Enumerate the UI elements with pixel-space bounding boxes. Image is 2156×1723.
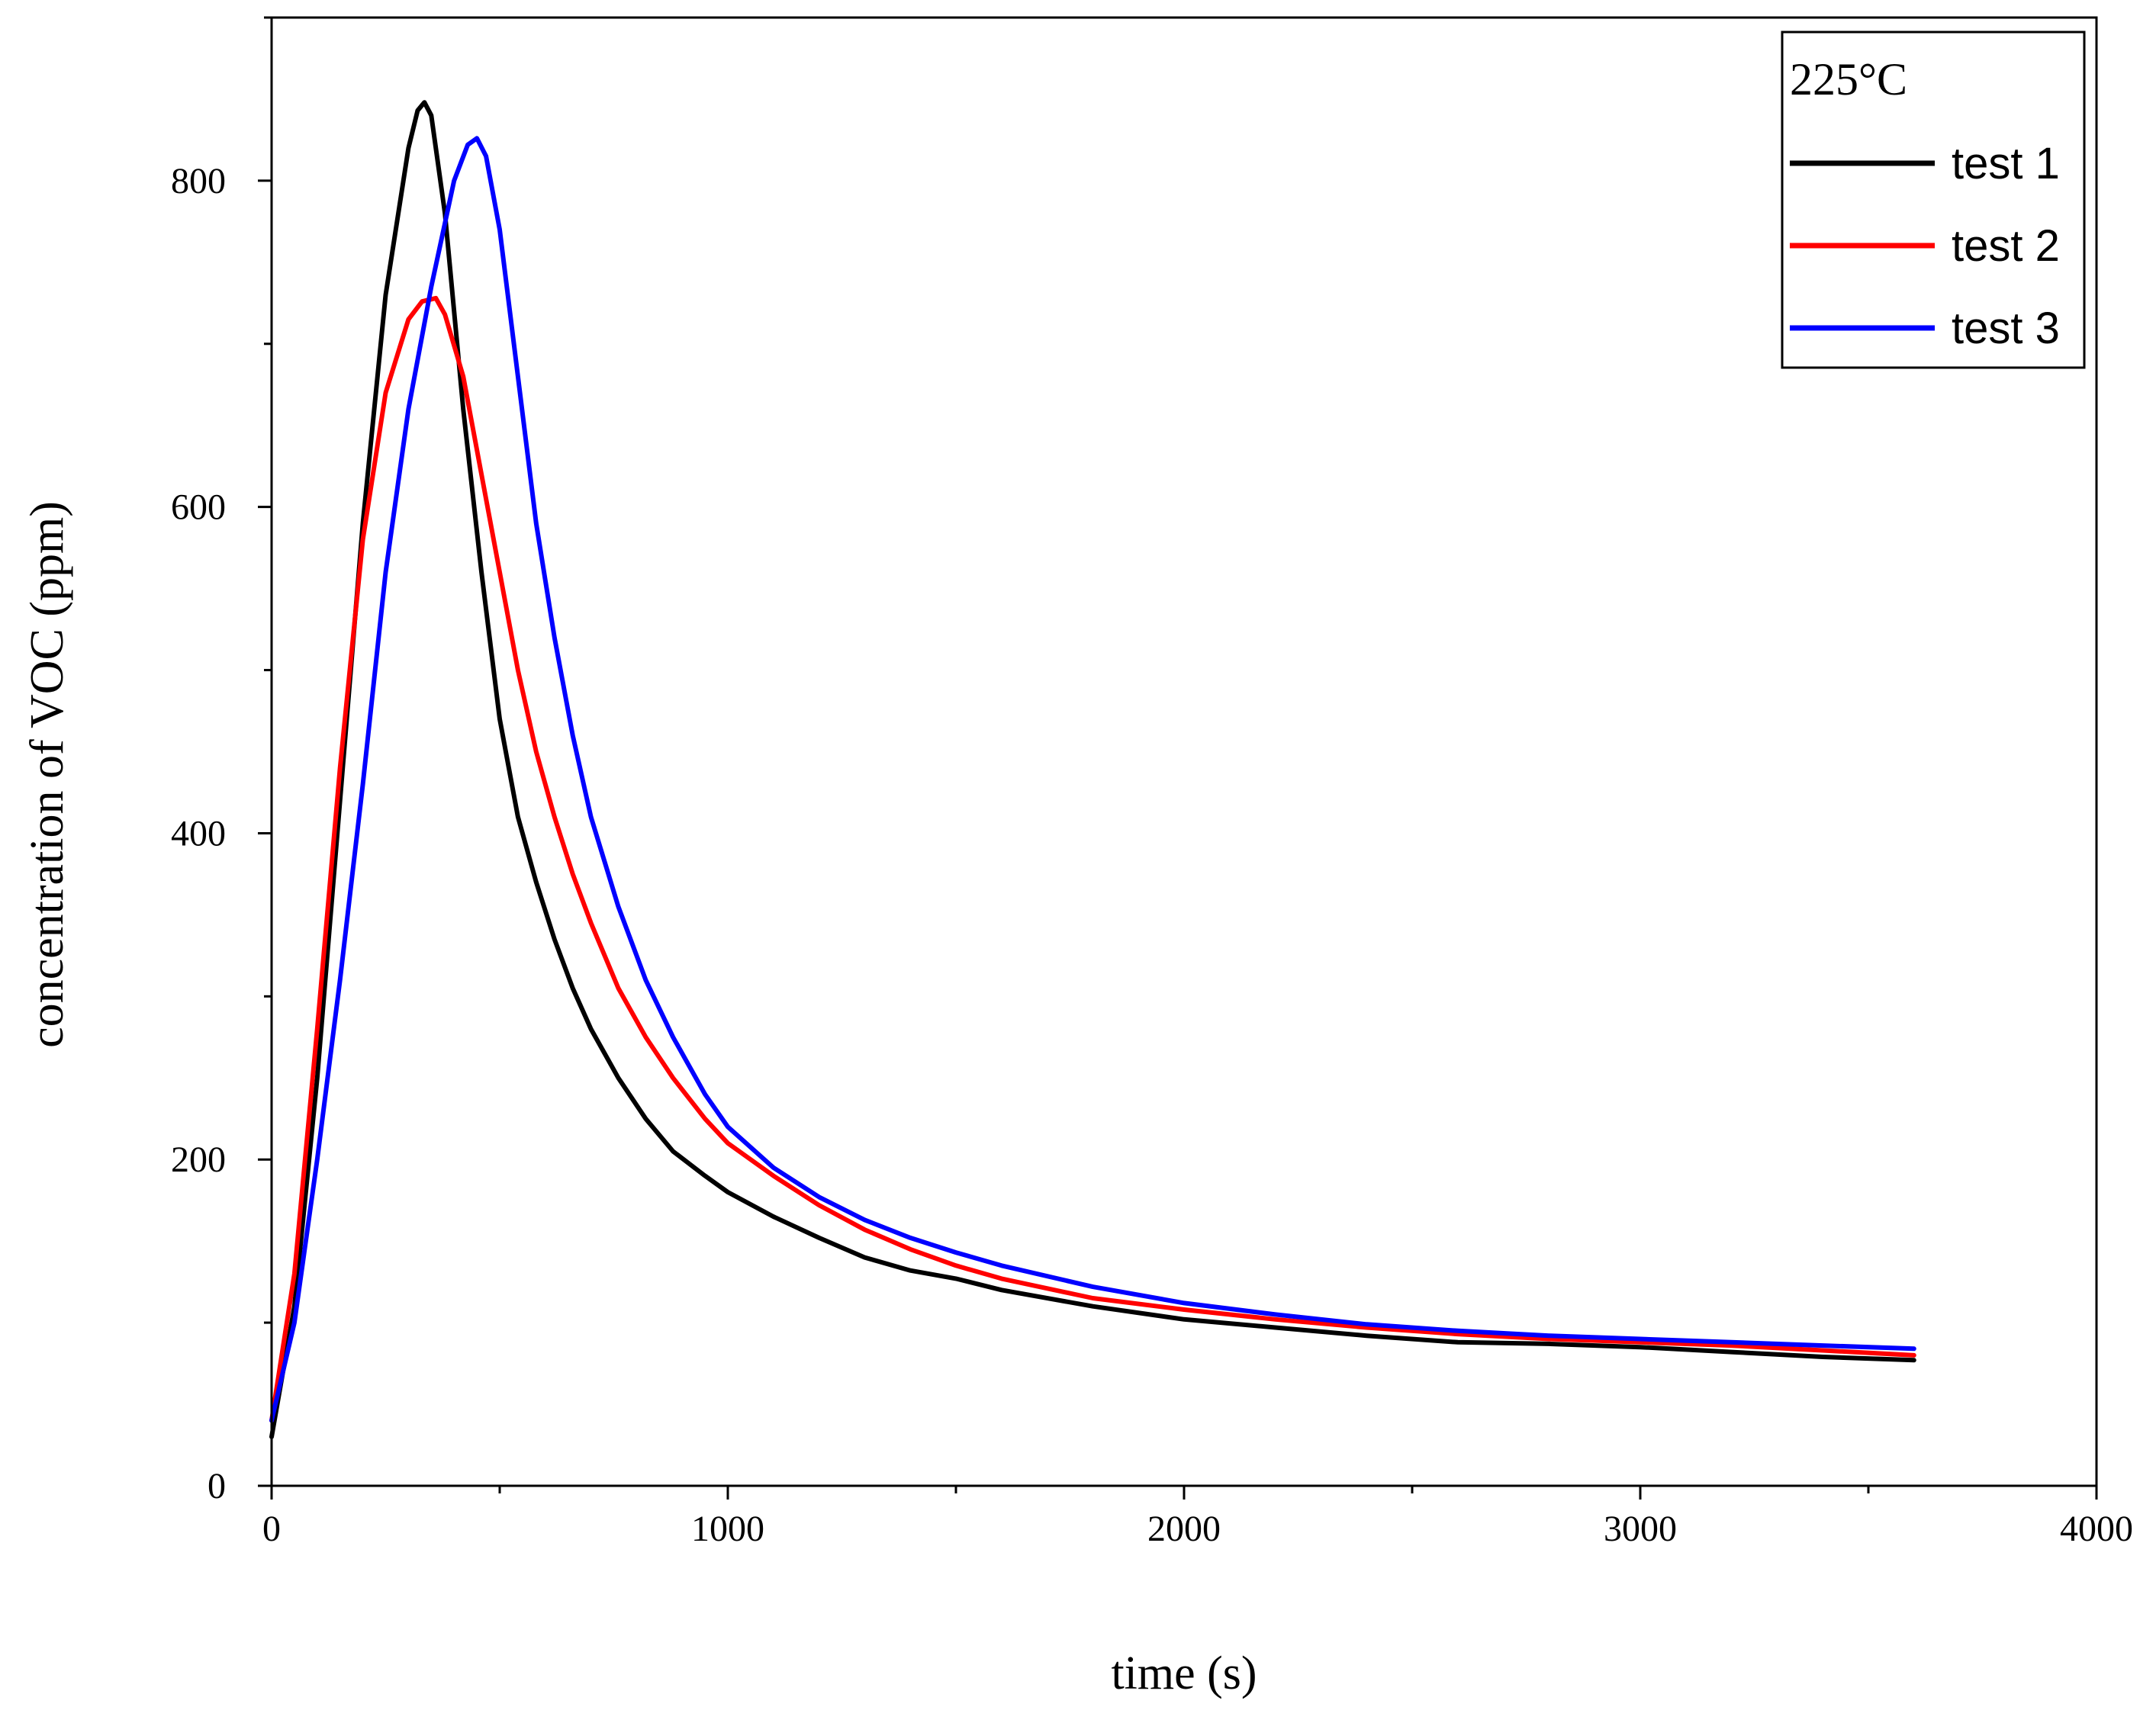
x-tick-label: 1000 [691,1509,764,1549]
y-tick-label: 0 [208,1466,226,1506]
x-tick-label: 4000 [2060,1509,2133,1549]
legend-title: 225°C [1790,54,1907,104]
y-tick-label: 600 [171,487,226,528]
series-line-test-1 [269,100,1916,1439]
series-line-test-2 [269,295,1916,1423]
y-tick-label: 400 [171,813,226,853]
legend-label-test-1: test 1 [1952,139,2060,188]
y-tick-label: 200 [171,1140,226,1180]
y-axis-title: concentration of VOC (ppm) [21,501,73,1048]
x-tick-label: 3000 [1604,1509,1677,1549]
legend-label-test-2: test 2 [1952,221,2060,271]
legend-label-test-3: test 3 [1952,304,2060,353]
legend: 225°C test 1 test 2 test 3 [1781,31,2086,369]
ticks-layer: 0 1000 2000 3000 4000 0 200 400 600 800 [171,16,2133,1549]
legend-entries: test 1 test 2 test 3 [1790,139,2060,353]
x-tick-label: 0 [262,1509,281,1549]
legend-box [1781,31,2086,369]
x-axis-title: time (s) [1111,1647,1257,1699]
y-tick-label: 800 [171,161,226,201]
series-line-test-3 [269,136,1916,1423]
series-layer [269,100,1916,1439]
x-tick-label: 2000 [1147,1509,1221,1549]
